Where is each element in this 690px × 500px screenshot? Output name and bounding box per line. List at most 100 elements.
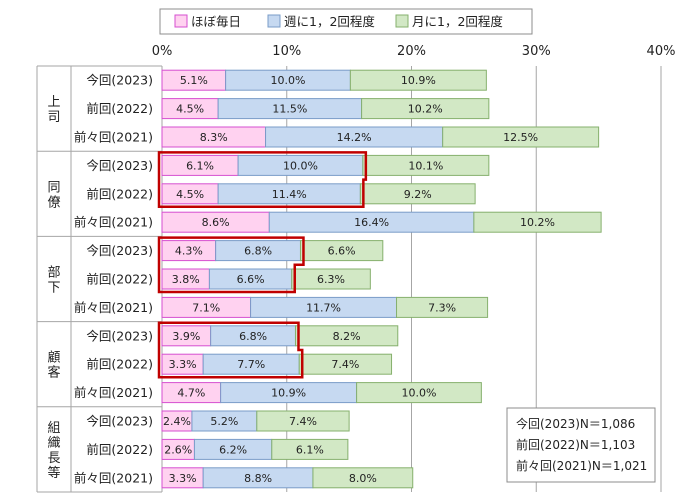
data-label: 5.2% — [210, 415, 238, 428]
legend-swatch — [267, 14, 281, 28]
note-line: 前々回(2021)N＝1,021 — [516, 458, 647, 473]
data-label: 3.9% — [172, 330, 200, 343]
row-label: 前々回(2021) — [74, 300, 153, 315]
data-label: 8.2% — [333, 330, 361, 343]
row-label: 前回(2022) — [86, 357, 153, 372]
data-label: 10.0% — [402, 387, 437, 400]
group-label: 顧客 — [47, 351, 60, 381]
data-label: 10.2% — [408, 103, 443, 116]
data-label: 11.7% — [306, 301, 341, 314]
bar-segment — [298, 353, 393, 375]
data-label: 10.9% — [401, 74, 436, 87]
data-label: 7.4% — [289, 415, 317, 428]
data-label: 7.1% — [192, 301, 220, 314]
sample-size-note: 今回(2023)N＝1,086 前回(2022)N＝1,103 前々回(2021)N… — [506, 407, 656, 483]
row-label: 前々回(2021) — [74, 385, 153, 400]
bar-segment — [291, 268, 371, 290]
data-label: 6.8% — [244, 245, 272, 258]
data-label: 6.6% — [237, 273, 265, 286]
row-label: 前回(2022) — [86, 186, 153, 201]
data-label: 16.4% — [354, 216, 389, 229]
bar-segment — [473, 211, 602, 233]
legend-label: 週に1，2回程度 — [284, 14, 375, 29]
data-label: 7.3% — [428, 301, 456, 314]
data-label: 10.0% — [271, 74, 306, 87]
data-label: 8.8% — [244, 472, 272, 485]
bar-segment — [299, 240, 384, 262]
row-label: 前々回(2021) — [74, 215, 153, 230]
data-label: 4.5% — [176, 103, 204, 116]
data-label: 9.2% — [404, 188, 432, 201]
bar-segment — [396, 296, 489, 318]
data-label: 11.4% — [272, 188, 307, 201]
group-label: 上司 — [47, 95, 60, 125]
data-label: 12.5% — [503, 131, 538, 144]
data-label: 14.2% — [337, 131, 372, 144]
data-label: 6.3% — [317, 273, 345, 286]
legend-label: ほぼ毎日 — [191, 14, 241, 29]
data-label: 6.2% — [219, 443, 247, 456]
note-line: 前回(2022)N＝1,103 — [516, 437, 635, 452]
row-label: 前回(2022) — [86, 101, 153, 116]
data-label: 4.7% — [177, 387, 205, 400]
data-label: 10.1% — [408, 159, 443, 172]
row-label: 今回(2023) — [86, 73, 153, 88]
data-label: 5.1% — [180, 74, 208, 87]
data-label: 11.5% — [272, 103, 307, 116]
data-label: 4.5% — [176, 188, 204, 201]
data-label: 4.3% — [175, 245, 203, 258]
legend-swatch — [174, 14, 188, 28]
data-label: 10.9% — [271, 387, 306, 400]
highlight-outline — [157, 321, 304, 379]
data-label: 6.6% — [328, 245, 356, 258]
row-label: 今回(2023) — [86, 243, 153, 258]
row-label: 今回(2023) — [86, 328, 153, 343]
data-label: 3.8% — [172, 273, 200, 286]
bar-segment — [294, 325, 399, 347]
data-label: 7.4% — [331, 358, 359, 371]
data-label: 8.3% — [200, 131, 228, 144]
bar-segment — [361, 98, 490, 120]
data-label: 6.1% — [296, 443, 324, 456]
row-label: 今回(2023) — [86, 158, 153, 173]
bar-segment — [271, 438, 349, 460]
bar-segment — [359, 183, 476, 205]
highlight-outline — [157, 236, 305, 294]
x-tick-label: 20% — [397, 44, 426, 59]
row-label: 前回(2022) — [86, 442, 153, 457]
bar-segment — [349, 69, 487, 91]
legend-swatch — [395, 14, 409, 28]
data-label: 6.8% — [239, 330, 267, 343]
row-label: 前々回(2021) — [74, 130, 153, 145]
data-label: 6.1% — [186, 159, 214, 172]
x-tick-label: 0% — [152, 44, 173, 59]
x-tick-label: 10% — [272, 44, 301, 59]
legend: ほぼ毎日 週に1，2回程度 月に1，2回程度 — [159, 8, 533, 35]
note-line: 今回(2023)N＝1,086 — [516, 416, 635, 431]
row-label: 前々回(2021) — [74, 470, 153, 485]
data-label: 3.3% — [169, 472, 197, 485]
row-label: 今回(2023) — [86, 414, 153, 429]
group-label: 組織長等 — [47, 421, 60, 481]
bar-segment — [362, 154, 490, 176]
highlight-outlines — [157, 151, 368, 379]
highlight-outline — [157, 151, 368, 209]
group-label: 部下 — [47, 266, 60, 296]
data-label: 8.0% — [349, 472, 377, 485]
data-label: 2.6% — [164, 443, 192, 456]
data-label: 7.7% — [237, 358, 265, 371]
group-label: 同僚 — [47, 180, 60, 210]
data-label: 10.2% — [520, 216, 555, 229]
note-box — [506, 407, 656, 483]
x-tick-label: 30% — [522, 44, 551, 59]
bar-segment — [442, 126, 600, 148]
bar-segment — [356, 382, 482, 404]
bar-segment — [312, 467, 414, 489]
legend-box — [159, 8, 533, 35]
row-label: 前回(2022) — [86, 272, 153, 287]
bars: 今回(2023) 5.1% 10.0% 10.9% 前回(2022) 4.5% 11.5% 1… — [74, 69, 602, 489]
x-tick-label: 40% — [647, 44, 676, 59]
data-label: 8.6% — [202, 216, 230, 229]
